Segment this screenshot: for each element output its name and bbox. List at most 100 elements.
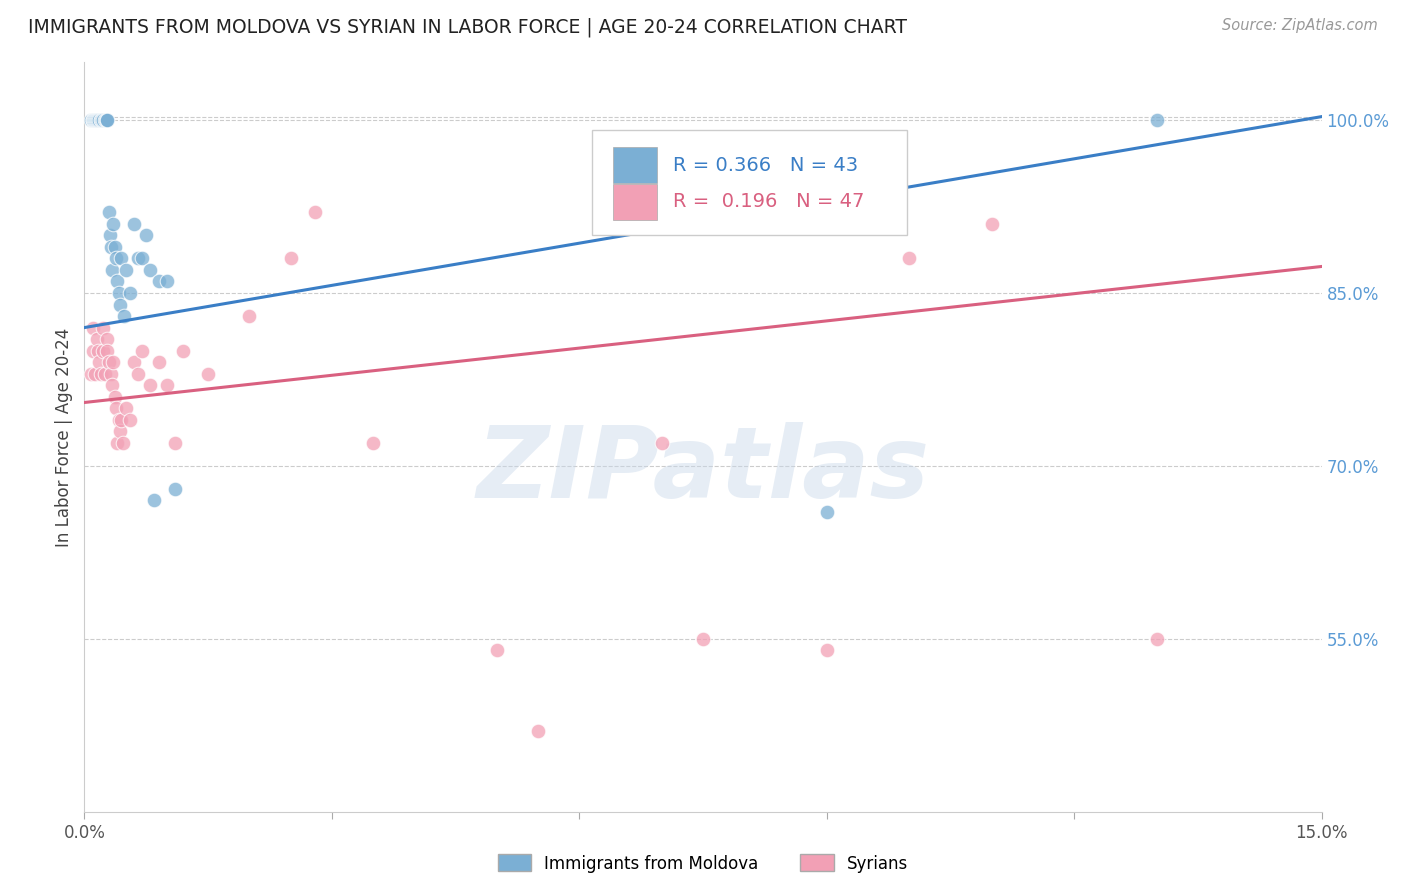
Point [898,252,921,266]
Point [122,217,145,231]
Text: ZIPatlas: ZIPatlas [477,422,929,519]
Point [103,355,125,369]
Point [90,367,112,381]
Point [110,252,132,266]
Point [131,252,153,266]
Point [527,724,550,739]
Text: R = 0.366   N = 43: R = 0.366 N = 43 [673,155,859,175]
Point [139,263,162,277]
Point [110,413,132,427]
Text: R =  0.196   N = 47: R = 0.196 N = 47 [673,193,865,211]
Point [172,343,194,358]
Point [104,240,127,254]
Y-axis label: In Labor Force | Age 20-24: In Labor Force | Age 20-24 [55,327,73,547]
Point [651,435,673,450]
Point [815,505,838,519]
Point [84,113,107,128]
Point [131,343,153,358]
Point [89,113,111,128]
Point [165,435,187,450]
Point [96,113,118,128]
Point [96,332,118,346]
Point [98,228,121,243]
Point [82,113,104,128]
Point [148,355,170,369]
Point [82,320,104,334]
Point [112,435,135,450]
Point [156,275,179,289]
Point [104,401,127,416]
Point [485,643,508,657]
Text: Source: ZipAtlas.com: Source: ZipAtlas.com [1222,18,1378,33]
Point [91,320,114,334]
Point [238,309,260,323]
Point [82,113,104,128]
Point [100,378,122,392]
Point [692,632,714,646]
Point [139,378,162,392]
Point [100,240,122,254]
Point [143,493,166,508]
Point [100,263,122,277]
Text: IMMIGRANTS FROM MOLDOVA VS SYRIAN IN LABOR FORCE | AGE 20-24 CORRELATION CHART: IMMIGRANTS FROM MOLDOVA VS SYRIAN IN LAB… [28,18,907,37]
Point [1146,632,1168,646]
Point [980,217,1002,231]
Point [114,263,136,277]
Point [89,355,111,369]
Point [80,113,103,128]
Point [280,252,302,266]
Point [108,297,131,311]
Point [127,252,149,266]
Point [91,113,114,128]
Point [83,113,105,128]
Point [94,367,117,381]
Point [100,367,122,381]
Point [127,367,149,381]
Point [122,355,145,369]
Point [104,252,127,266]
Point [148,275,170,289]
Point [96,113,118,128]
Point [104,390,127,404]
Point [90,113,112,128]
Point [135,228,157,243]
Point [82,343,104,358]
Point [112,309,135,323]
Point [108,425,131,439]
Point [197,367,219,381]
Point [156,378,179,392]
Point [96,343,118,358]
Point [1146,113,1168,128]
Point [105,435,128,450]
Point [361,435,384,450]
Point [91,343,114,358]
Point [90,113,112,128]
FancyBboxPatch shape [613,147,657,183]
Point [86,113,108,128]
Point [304,205,326,219]
Point [98,355,121,369]
FancyBboxPatch shape [592,130,907,235]
Point [165,482,187,496]
Legend: Immigrants from Moldova, Syrians: Immigrants from Moldova, Syrians [491,847,915,880]
Point [86,113,108,128]
Point [82,113,104,128]
Point [114,401,136,416]
Point [86,332,108,346]
Point [98,205,121,219]
Point [94,113,117,128]
Point [87,343,110,358]
Point [84,113,107,128]
Point [80,367,103,381]
Point [103,217,125,231]
Point [90,113,112,128]
Point [118,413,141,427]
Point [84,367,107,381]
Point [94,113,117,128]
FancyBboxPatch shape [613,184,657,219]
Point [105,275,128,289]
Point [815,643,838,657]
Point [108,413,131,427]
Point [108,285,131,300]
Point [118,285,141,300]
